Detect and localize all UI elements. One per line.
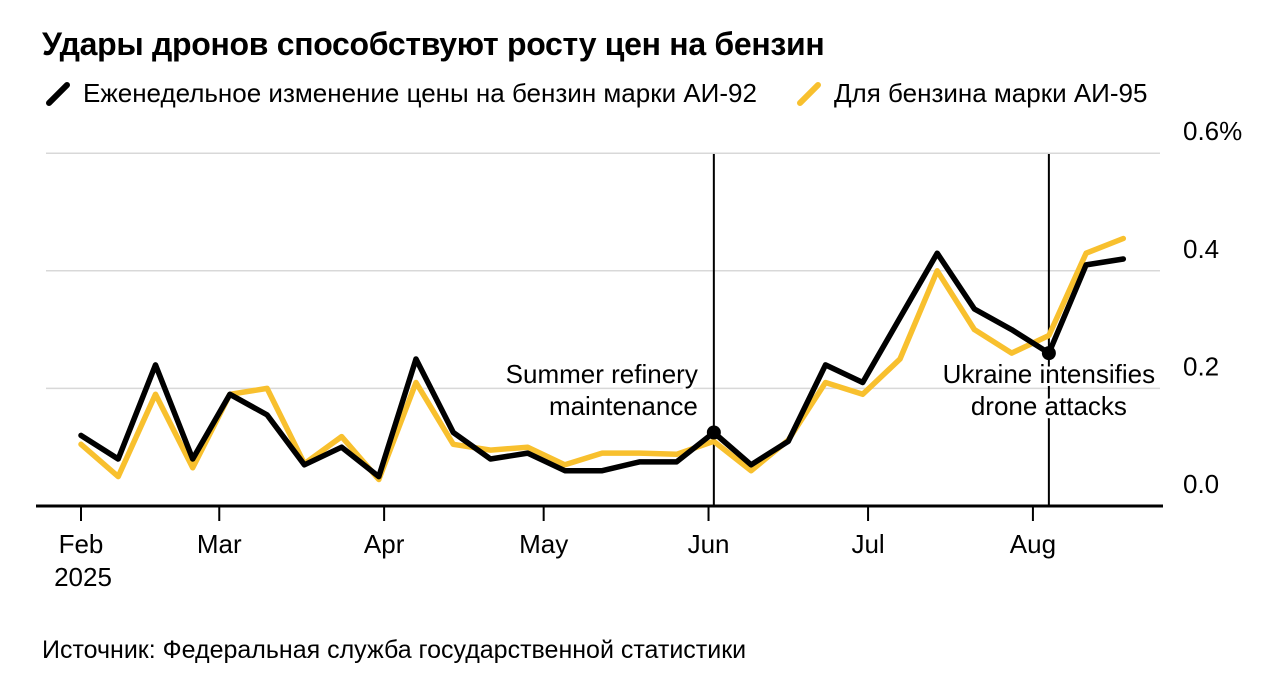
x-tick-label: Apr — [364, 529, 405, 559]
yellow-slash-icon — [796, 81, 821, 106]
legend-item-ai92: Еженедельное изменение цены на бензин ма… — [44, 78, 757, 109]
x-tick-label: Jun — [688, 529, 730, 559]
annotation-dot — [706, 425, 721, 440]
black-slash-icon — [46, 81, 70, 106]
annotation-text: drone attacks — [971, 391, 1127, 421]
x-tick-label: May — [519, 529, 568, 559]
series-line-АИ-95 — [78, 235, 1127, 483]
x-tick-label: Feb — [59, 529, 104, 559]
legend-label-ai95: Для бензина марки АИ-95 — [833, 78, 1148, 108]
x-tick-year-label: 2025 — [54, 562, 112, 592]
annotation-text: Ukraine intensifies — [943, 359, 1155, 389]
legend-label-ai92: Еженедельное изменение цены на бензин ма… — [83, 78, 757, 108]
series-line-АИ-92 — [78, 250, 1127, 480]
y-tick-label: 0.2 — [1183, 351, 1219, 381]
annotation-text: maintenance — [549, 391, 698, 421]
y-tick-label: 0.0 — [1183, 469, 1219, 499]
chart-title: Удары дронов способствуют росту цен на б… — [42, 26, 825, 62]
x-tick-label: Aug — [1010, 529, 1056, 559]
annotation-dot — [1041, 346, 1056, 361]
y-tick-label: 0.4 — [1183, 234, 1219, 264]
annotation-text: Summer refinery — [506, 359, 698, 389]
source-note: Источник: Федеральная служба государстве… — [42, 636, 747, 664]
chart-legend: Еженедельное изменение цены на бензин ма… — [44, 78, 1147, 109]
y-tick-label: 0.6% — [1183, 116, 1242, 146]
x-tick-label: Mar — [197, 529, 242, 559]
legend-item-ai95: Для бензина марки АИ-95 — [795, 78, 1148, 109]
x-tick-label: Jul — [851, 529, 884, 559]
